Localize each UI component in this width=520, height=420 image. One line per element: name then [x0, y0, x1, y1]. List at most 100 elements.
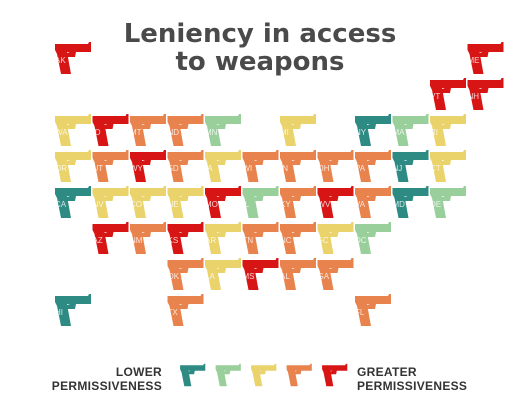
state-label: AK [55, 56, 66, 65]
state-va-marker: VA [355, 186, 391, 218]
state-wy-marker: WY [130, 150, 166, 182]
state-label: MS [243, 272, 255, 281]
state-label: NE [168, 200, 179, 209]
state-label: VA [355, 200, 366, 209]
state-wv-marker: WV [317, 186, 354, 218]
state-label: NV [93, 200, 105, 209]
state-fl-marker: FL [355, 294, 391, 326]
state-label: AZ [93, 236, 103, 245]
state-mt-marker: MT [130, 114, 166, 146]
state-label: AR [205, 236, 216, 245]
state-ut-marker: UT [92, 150, 129, 182]
state-label: OK [168, 272, 180, 281]
chart-title-line1: Leniency in access [123, 19, 397, 49]
legend-pistol-level-3-icon [251, 363, 277, 387]
state-label: SC [318, 236, 329, 245]
state-dc-marker: DC [355, 222, 391, 254]
state-tn-marker: TN [242, 222, 279, 254]
state-label: KY [280, 200, 291, 209]
state-label: KS [168, 236, 179, 245]
state-me-marker: ME [467, 42, 504, 74]
state-ms-marker: MS [242, 258, 279, 290]
state-vt-marker: VT [430, 78, 466, 110]
legend-lower-line1: LOWER [115, 365, 162, 379]
state-label: WV [318, 200, 332, 209]
state-label: DE [430, 200, 441, 209]
state-nj-marker: NJ [392, 150, 429, 182]
state-label: HI [55, 308, 63, 317]
state-ia-marker: IA [205, 150, 241, 182]
state-oh-marker: OH [317, 150, 354, 182]
state-al-marker: AL [280, 258, 316, 290]
state-label: OH [318, 164, 330, 173]
state-label: LA [205, 272, 215, 281]
state-label: GA [318, 272, 330, 281]
state-ct-marker: CT [430, 150, 466, 182]
state-md-marker: MD [392, 186, 429, 218]
state-label: ID [93, 128, 101, 137]
state-co-marker: CO [130, 186, 166, 218]
state-label: DC [355, 236, 367, 245]
state-label: ND [168, 128, 180, 137]
state-label: IN [280, 164, 288, 173]
state-label: MN [205, 128, 218, 137]
state-label: MT [130, 128, 142, 137]
state-label: NC [280, 236, 292, 245]
state-il-marker: IL [242, 186, 279, 218]
legend-pistol-level-5-icon [322, 363, 348, 387]
legend-pistol-level-2-icon [215, 363, 241, 387]
legend-greater-line2: PERMISSIVENESS [357, 379, 468, 393]
state-label: CA [55, 200, 67, 209]
state-label: FL [355, 308, 365, 317]
state-ar-marker: AR [205, 222, 241, 254]
state-nd-marker: ND [167, 114, 204, 146]
state-mo-marker: MO [205, 186, 241, 218]
state-label: MO [205, 200, 218, 209]
legend-lower-label: LOWER PERMISSIVENESS [42, 365, 162, 393]
state-label: MA [393, 128, 406, 137]
state-nh-marker: NH [467, 78, 504, 110]
state-pa-marker: PA [355, 150, 391, 182]
state-label: WY [130, 164, 144, 173]
state-label: NJ [393, 164, 403, 173]
state-ri-marker: RI [430, 114, 466, 146]
state-ak-marker: AK [55, 42, 91, 74]
legend-lower-line2: PERMISSIVENESS [51, 379, 162, 393]
state-mi-marker: MI [280, 114, 316, 146]
state-wi-marker: WI [242, 150, 279, 182]
state-ks-marker: KS [167, 222, 204, 254]
state-wa-marker: WA [55, 114, 91, 146]
state-label: NY [355, 128, 367, 137]
state-ne-marker: NE [167, 186, 204, 218]
legend-pistol-level-1-icon [180, 363, 206, 387]
state-label: MD [393, 200, 406, 209]
state-tx-marker: TX [167, 294, 204, 326]
state-label: CT [430, 164, 441, 173]
state-label: AL [280, 272, 290, 281]
state-la-marker: LA [205, 258, 241, 290]
chart-title: Leniency in access to weapons [110, 20, 410, 76]
state-label: NM [130, 236, 143, 245]
state-ma-marker: MA [392, 114, 429, 146]
state-label: TN [243, 236, 254, 245]
legend-greater-line1: GREATER [357, 365, 417, 379]
state-id-marker: ID [92, 114, 129, 146]
state-sd-marker: SD [167, 150, 204, 182]
state-label: ME [468, 56, 480, 65]
state-az-marker: AZ [92, 222, 129, 254]
state-nv-marker: NV [92, 186, 129, 218]
state-nc-marker: NC [280, 222, 316, 254]
state-ny-marker: NY [355, 114, 391, 146]
state-label: MI [280, 128, 289, 137]
state-sc-marker: SC [317, 222, 354, 254]
state-label: WA [55, 128, 68, 137]
legend-greater-label: GREATER PERMISSIVENESS [357, 365, 517, 393]
state-label: CO [130, 200, 142, 209]
legend-pistol-level-4-icon [286, 363, 312, 387]
state-label: RI [430, 128, 438, 137]
state-nm-marker: NM [130, 222, 166, 254]
state-label: IA [205, 164, 213, 173]
state-ca-marker: CA [55, 186, 91, 218]
